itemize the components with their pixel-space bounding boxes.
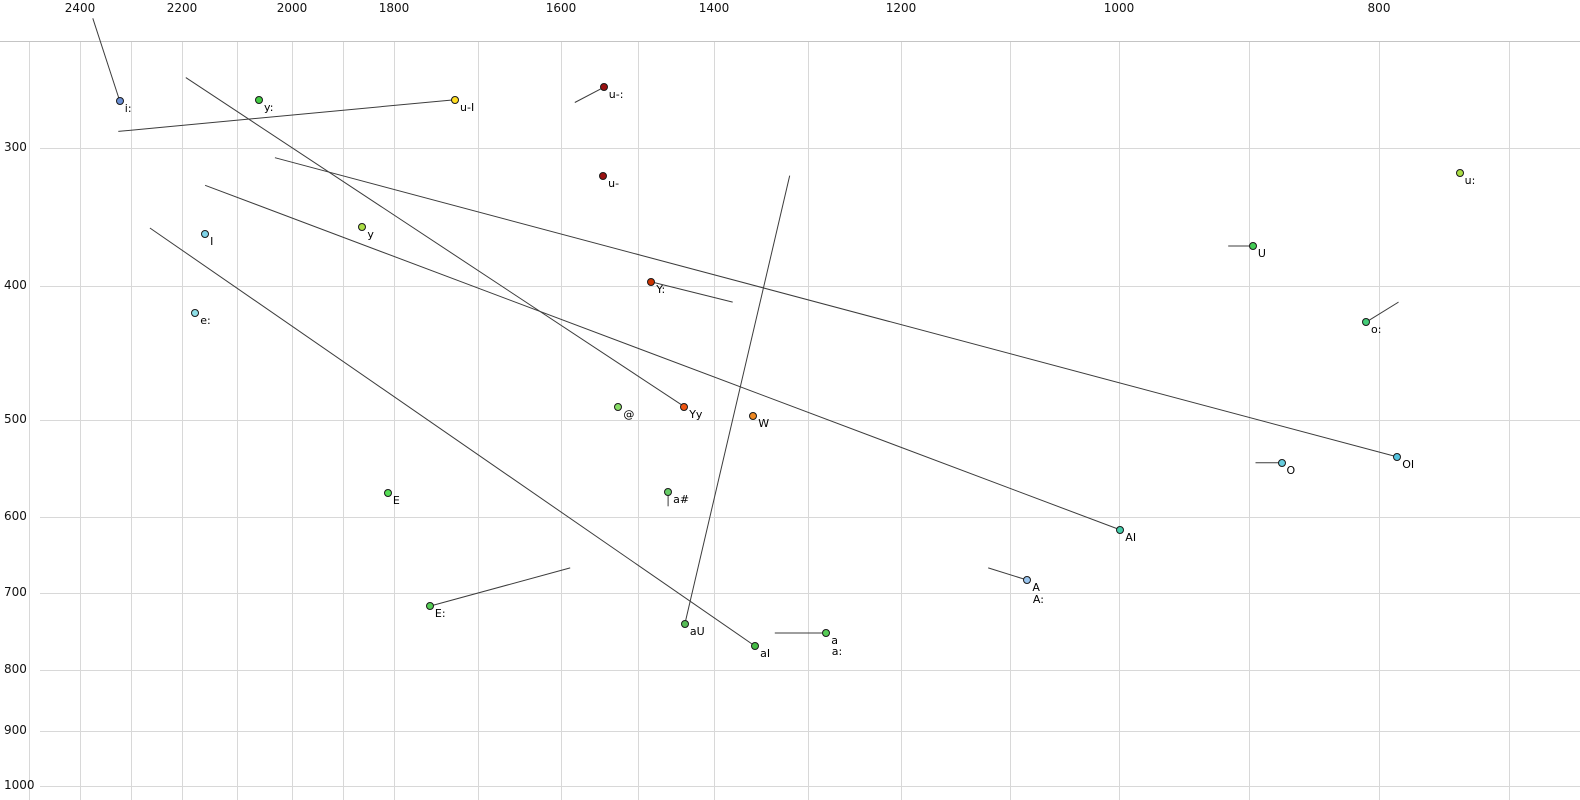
point-label-U: U <box>1257 247 1266 260</box>
data-point-aU <box>680 619 689 628</box>
point-label-u-:: u-: <box>608 88 624 102</box>
data-point-U <box>1248 242 1257 250</box>
data-point-y <box>358 222 367 231</box>
x-tick-label-1000: 1000 <box>1103 1 1135 15</box>
point-label-u-I: u-I <box>460 100 475 114</box>
data-point-u- <box>599 171 608 180</box>
y-tick-label-800: 800 <box>4 662 27 676</box>
point-label-u:: u: <box>1464 173 1476 187</box>
horizontal-gridline <box>40 517 1580 518</box>
point-label-a: a <box>831 634 838 647</box>
y-tick-label-600: 600 <box>4 509 27 523</box>
point-label-@: @ <box>623 407 635 421</box>
trajectory-line-o: <box>1365 301 1399 323</box>
data-point-a# <box>664 487 673 496</box>
y-tick-label-1000: 1000 <box>4 778 35 792</box>
point-label-E:: E: <box>434 607 446 621</box>
point-label-aU: aU <box>689 624 705 638</box>
point-label-E: E <box>392 493 400 507</box>
trajectory-line-Y: <box>651 281 733 303</box>
trajectory-line-i: <box>92 18 121 102</box>
trajectory-line-aU <box>684 175 791 624</box>
data-point-o: <box>1362 318 1370 327</box>
y-tick-label-500: 500 <box>4 412 27 426</box>
trajectory-line-Yy <box>185 77 685 408</box>
trajectory-line-u-: <box>574 86 605 103</box>
point-label-a#: a# <box>673 492 690 506</box>
trajectory-line-E: <box>429 567 571 607</box>
horizontal-gridline <box>40 670 1580 671</box>
x-tick-label-1400: 1400 <box>698 1 730 15</box>
point-label-aI: aI <box>760 647 771 661</box>
data-point-i: <box>115 97 124 106</box>
x-tick-label-2400: 2400 <box>64 1 96 15</box>
y-tick-label-900: 900 <box>4 723 27 737</box>
point-label-a:: a: <box>831 645 843 659</box>
horizontal-gridline <box>40 286 1580 287</box>
vertical-gridline <box>29 41 30 800</box>
data-point-y: <box>255 95 263 104</box>
point-label-y:: y: <box>264 100 274 114</box>
y-tick-label-300: 300 <box>4 140 27 154</box>
trajectory-line-AI <box>204 184 1121 531</box>
data-point-@ <box>614 402 623 411</box>
data-point-A <box>1023 576 1032 585</box>
horizontal-gridline <box>40 786 1580 787</box>
data-point-Y: <box>647 277 656 286</box>
point-label-A:: A: <box>1032 593 1044 606</box>
x-tick-label-1600: 1600 <box>545 1 577 15</box>
point-label-o:: o: <box>1371 323 1382 337</box>
data-point-I <box>201 229 210 238</box>
point-label-Y:: Y: <box>656 282 666 296</box>
y-tick-label-400: 400 <box>4 278 27 292</box>
data-point-aI <box>751 642 760 651</box>
data-point-AI <box>1116 525 1125 534</box>
data-point-OI <box>1393 452 1402 461</box>
data-point-u-I <box>451 95 459 104</box>
point-label-A: A <box>1032 581 1040 595</box>
data-point-a <box>822 629 831 637</box>
data-point-Yy <box>680 402 689 411</box>
horizontal-gridline <box>40 148 1580 149</box>
horizontal-gridline <box>40 731 1580 732</box>
point-label-u-: u- <box>608 176 620 190</box>
trajectory-line-OI <box>274 157 1398 458</box>
point-label-O: O <box>1286 463 1296 477</box>
data-point-u-: <box>599 83 608 92</box>
point-label-i:: i: <box>124 102 132 116</box>
point-label-Yy: Yy <box>689 407 703 421</box>
x-tick-label-1800: 1800 <box>378 1 410 15</box>
data-point-E <box>383 488 392 497</box>
data-point-O <box>1277 458 1286 467</box>
plot-top-border <box>0 41 1580 42</box>
point-label-e:: e: <box>200 313 211 327</box>
point-label-W: W <box>758 417 770 430</box>
x-tick-label-2200: 2200 <box>166 1 198 15</box>
trajectory-line-u-I <box>118 99 456 132</box>
data-point-E: <box>425 602 434 611</box>
horizontal-gridline <box>40 593 1580 594</box>
x-tick-label-800: 800 <box>1367 1 1391 15</box>
trajectory-line-aI <box>149 227 756 647</box>
data-point-W <box>749 412 758 420</box>
trajectory-line-A <box>988 567 1028 581</box>
point-label-OI: OI <box>1402 457 1415 471</box>
data-point-e: <box>191 308 200 317</box>
x-tick-label-1200: 1200 <box>885 1 917 15</box>
horizontal-gridline <box>40 420 1580 421</box>
x-tick-label-2000: 2000 <box>276 1 308 15</box>
point-label-I: I <box>210 234 214 248</box>
y-tick-label-700: 700 <box>4 585 27 599</box>
data-point-u: <box>1455 168 1464 177</box>
point-label-AI: AI <box>1125 530 1137 544</box>
point-label-y: y <box>367 227 374 241</box>
